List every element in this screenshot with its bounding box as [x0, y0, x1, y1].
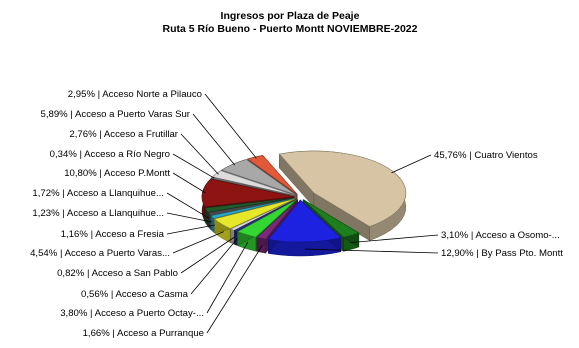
leader-line	[166, 224, 215, 235]
pie-slice	[278, 150, 407, 241]
leader-line	[172, 231, 224, 254]
leader-line	[206, 241, 249, 314]
chart-title: Ingresos por Plaza de Peaje	[221, 10, 360, 22]
slice-label: 10,80% | Acceso P.Montt	[64, 168, 170, 179]
slice-label: 2,76% | Acceso a Frutillar	[69, 129, 178, 140]
leader-line	[180, 133, 219, 175]
pie-slice	[267, 199, 342, 257]
slice-label: 45,76% | Cuatro Vientos	[434, 150, 538, 161]
slice-label: 0,56% | Acceso a Casma	[81, 289, 189, 300]
leader-line	[192, 113, 236, 166]
pie-slice-top	[236, 199, 297, 238]
pie-slice-top	[201, 178, 295, 208]
leader-line	[190, 238, 238, 295]
slice-label: 1,72% | Acceso a Llanquihue...	[32, 188, 164, 199]
slice-label: 0,34% | Acceso a Río Negro	[50, 149, 170, 160]
leader-line	[206, 245, 263, 334]
leader-lines-group	[166, 93, 439, 334]
pie-slice-top	[256, 199, 298, 240]
pie-slice-top	[278, 150, 407, 227]
leader-line	[391, 154, 432, 174]
slice-label: 0,82% | Acceso a San Pablo	[57, 268, 178, 279]
chart-subtitle: Ruta 5 Río Bueno - Puerto Montt NOVIEMBR…	[163, 23, 418, 35]
slice-label: 5,89% | Acceso a Puerto Varas Sur	[41, 109, 191, 120]
leader-line	[180, 236, 235, 274]
leader-line	[172, 153, 215, 179]
slices-group	[201, 150, 407, 257]
leader-line	[166, 212, 212, 223]
labels-group: 45,76% | Cuatro Vientos 3,10% | Acceso a …	[30, 89, 563, 339]
pie-slice-top	[220, 159, 297, 196]
slice-label: 1,66% | Acceso a Purranque	[83, 328, 204, 339]
pie-slice-top	[267, 199, 342, 243]
slice-label: 2,95% | Acceso Norte a Pilauco	[68, 89, 202, 100]
slice-label: 1,16% | Acceso a Fresia	[61, 229, 165, 240]
pie-slice-top	[210, 198, 295, 219]
leader-line	[349, 234, 439, 244]
slice-label: 4,54% | Acceso a Puerto Varas...	[30, 248, 170, 259]
pie-slice-top	[233, 198, 297, 232]
slice-label: 3,10% | Acceso a Osomo-...	[441, 230, 560, 241]
leader-line	[166, 192, 210, 219]
pie-slice-top	[302, 199, 360, 238]
leader-line	[304, 248, 439, 254]
slice-label: 1,23% | Acceso a Llanquihue...	[32, 208, 164, 219]
slice-label: 3,80% | Acceso a Puerto Octay-...	[60, 308, 204, 319]
leader-line	[172, 172, 206, 194]
leader-line	[204, 93, 257, 159]
pie-slice-top	[213, 198, 296, 229]
slice-label: 12,90% | By Pass Pto. Montt	[441, 248, 563, 259]
